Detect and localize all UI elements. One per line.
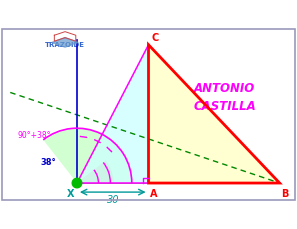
Text: C: C <box>151 33 159 43</box>
Text: 30: 30 <box>107 195 119 205</box>
Polygon shape <box>148 45 279 183</box>
Text: 90°+38°: 90°+38° <box>18 131 51 140</box>
Polygon shape <box>52 38 78 47</box>
Text: B: B <box>282 189 289 199</box>
Text: A: A <box>150 189 158 199</box>
Text: ANTONIO
CASTILLA: ANTONIO CASTILLA <box>193 82 256 113</box>
Text: 38°: 38° <box>40 158 56 167</box>
Polygon shape <box>77 45 148 183</box>
Circle shape <box>72 178 82 188</box>
Wedge shape <box>77 161 113 183</box>
Text: TRAZOIDE: TRAZOIDE <box>45 42 85 48</box>
Wedge shape <box>43 128 132 183</box>
Text: X: X <box>67 189 74 199</box>
